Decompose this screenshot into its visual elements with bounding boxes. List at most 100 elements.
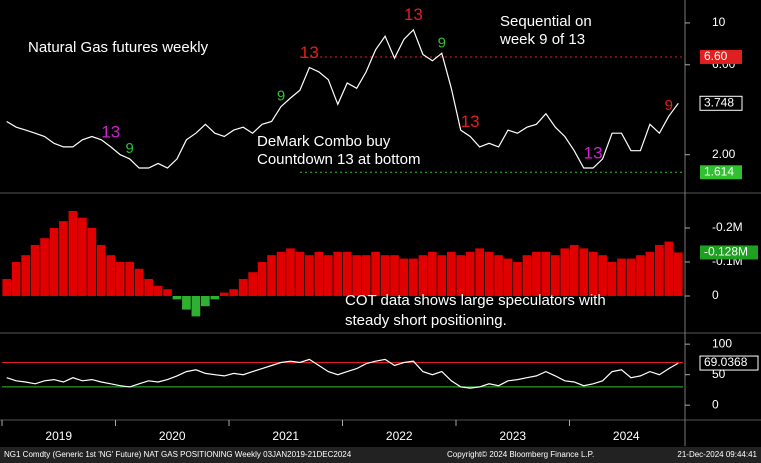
demark-label: 9 xyxy=(126,140,134,157)
price-line xyxy=(6,358,679,389)
bar xyxy=(229,289,239,296)
bar xyxy=(361,255,371,296)
bar xyxy=(144,278,153,296)
bar xyxy=(437,255,447,296)
bar xyxy=(49,227,59,296)
bar xyxy=(96,244,106,296)
demark-label: 13 xyxy=(584,144,603,163)
footer-left: NG1 Comdty (Generic 1st 'NG' Future) NAT… xyxy=(4,450,352,459)
x-tick-label: 2020 xyxy=(159,429,186,443)
bar xyxy=(418,255,428,296)
bar xyxy=(267,255,276,296)
bar xyxy=(655,244,664,296)
x-tick-label: 2021 xyxy=(272,429,299,443)
value-box-label: 6.60 xyxy=(704,49,728,63)
demark-label: 13 xyxy=(101,122,120,141)
demark-label: 9 xyxy=(277,88,285,105)
y-tick-label: -0.2M xyxy=(712,220,743,234)
bar xyxy=(30,244,40,296)
bar xyxy=(314,251,324,296)
bar xyxy=(371,251,380,296)
bar xyxy=(78,217,87,296)
bar xyxy=(106,255,116,296)
bar xyxy=(87,227,97,296)
bar xyxy=(607,261,617,296)
bar xyxy=(68,210,78,296)
x-tick-label: 2019 xyxy=(45,429,72,443)
bar xyxy=(238,278,248,296)
last-value-label: 3.748 xyxy=(704,95,734,109)
y-tick-label: 2.00 xyxy=(712,147,736,161)
bar xyxy=(153,285,163,296)
bar xyxy=(645,251,655,296)
bar xyxy=(399,258,409,296)
bar xyxy=(286,248,295,296)
bar xyxy=(626,258,636,296)
bar xyxy=(503,258,513,296)
bar xyxy=(11,261,21,296)
bar xyxy=(588,251,598,296)
bar xyxy=(513,261,522,296)
bar xyxy=(248,272,257,296)
demark-label: 9 xyxy=(438,34,446,51)
annotation: Countdown 13 at bottom xyxy=(257,151,420,168)
bar xyxy=(465,251,475,296)
last-value-label: -0.128M xyxy=(704,245,748,259)
footer-center: Copyright© 2024 Bloomberg Finance L.P. xyxy=(447,450,594,459)
value-box-label: 1.614 xyxy=(704,164,734,178)
bar xyxy=(636,255,645,296)
bar xyxy=(257,261,267,296)
annotation: DeMark Combo buy xyxy=(257,133,391,150)
bar xyxy=(380,255,390,296)
last-value-label: 69.0368 xyxy=(704,355,748,369)
bar xyxy=(598,255,607,296)
bar xyxy=(532,251,541,296)
bar xyxy=(475,248,484,296)
bar xyxy=(484,251,494,296)
bar xyxy=(21,255,30,296)
bar xyxy=(210,295,220,300)
bar xyxy=(182,295,191,310)
bar xyxy=(191,295,201,317)
bar xyxy=(522,255,532,296)
bar xyxy=(59,221,68,296)
bar xyxy=(2,278,12,296)
bar xyxy=(163,289,172,296)
annotation: Sequential on xyxy=(500,13,592,30)
bar xyxy=(342,251,352,296)
value-box xyxy=(700,165,742,180)
last-value-box xyxy=(700,245,758,260)
bar xyxy=(664,241,674,296)
bar xyxy=(352,255,362,296)
bar xyxy=(134,268,144,296)
y-tick-label: 10 xyxy=(712,15,726,29)
bar xyxy=(323,255,333,296)
bar xyxy=(276,251,286,296)
bar xyxy=(295,251,305,296)
bar xyxy=(673,252,683,296)
value-box xyxy=(700,49,742,64)
bar xyxy=(569,244,579,296)
demark-label: 13 xyxy=(300,43,319,62)
bar xyxy=(550,255,560,296)
footer-bar xyxy=(0,447,761,463)
x-tick-label: 2024 xyxy=(613,429,640,443)
y-tick-label: 0 xyxy=(712,288,719,302)
bar xyxy=(125,261,135,296)
bar xyxy=(390,255,399,296)
bar xyxy=(409,258,418,296)
y-tick-label: 100 xyxy=(712,336,732,350)
annotation: COT data shows large speculators with xyxy=(345,292,606,309)
bar xyxy=(541,251,551,296)
footer-right: 21-Dec-2024 09:44:41 xyxy=(677,450,757,459)
bar xyxy=(579,248,589,296)
bar xyxy=(172,295,182,300)
bar xyxy=(494,255,503,296)
bar xyxy=(428,251,437,296)
x-tick-label: 2023 xyxy=(499,429,526,443)
last-value-box xyxy=(699,355,759,371)
demark-label: 13 xyxy=(461,112,480,131)
bar xyxy=(219,292,229,296)
bar xyxy=(201,295,210,307)
